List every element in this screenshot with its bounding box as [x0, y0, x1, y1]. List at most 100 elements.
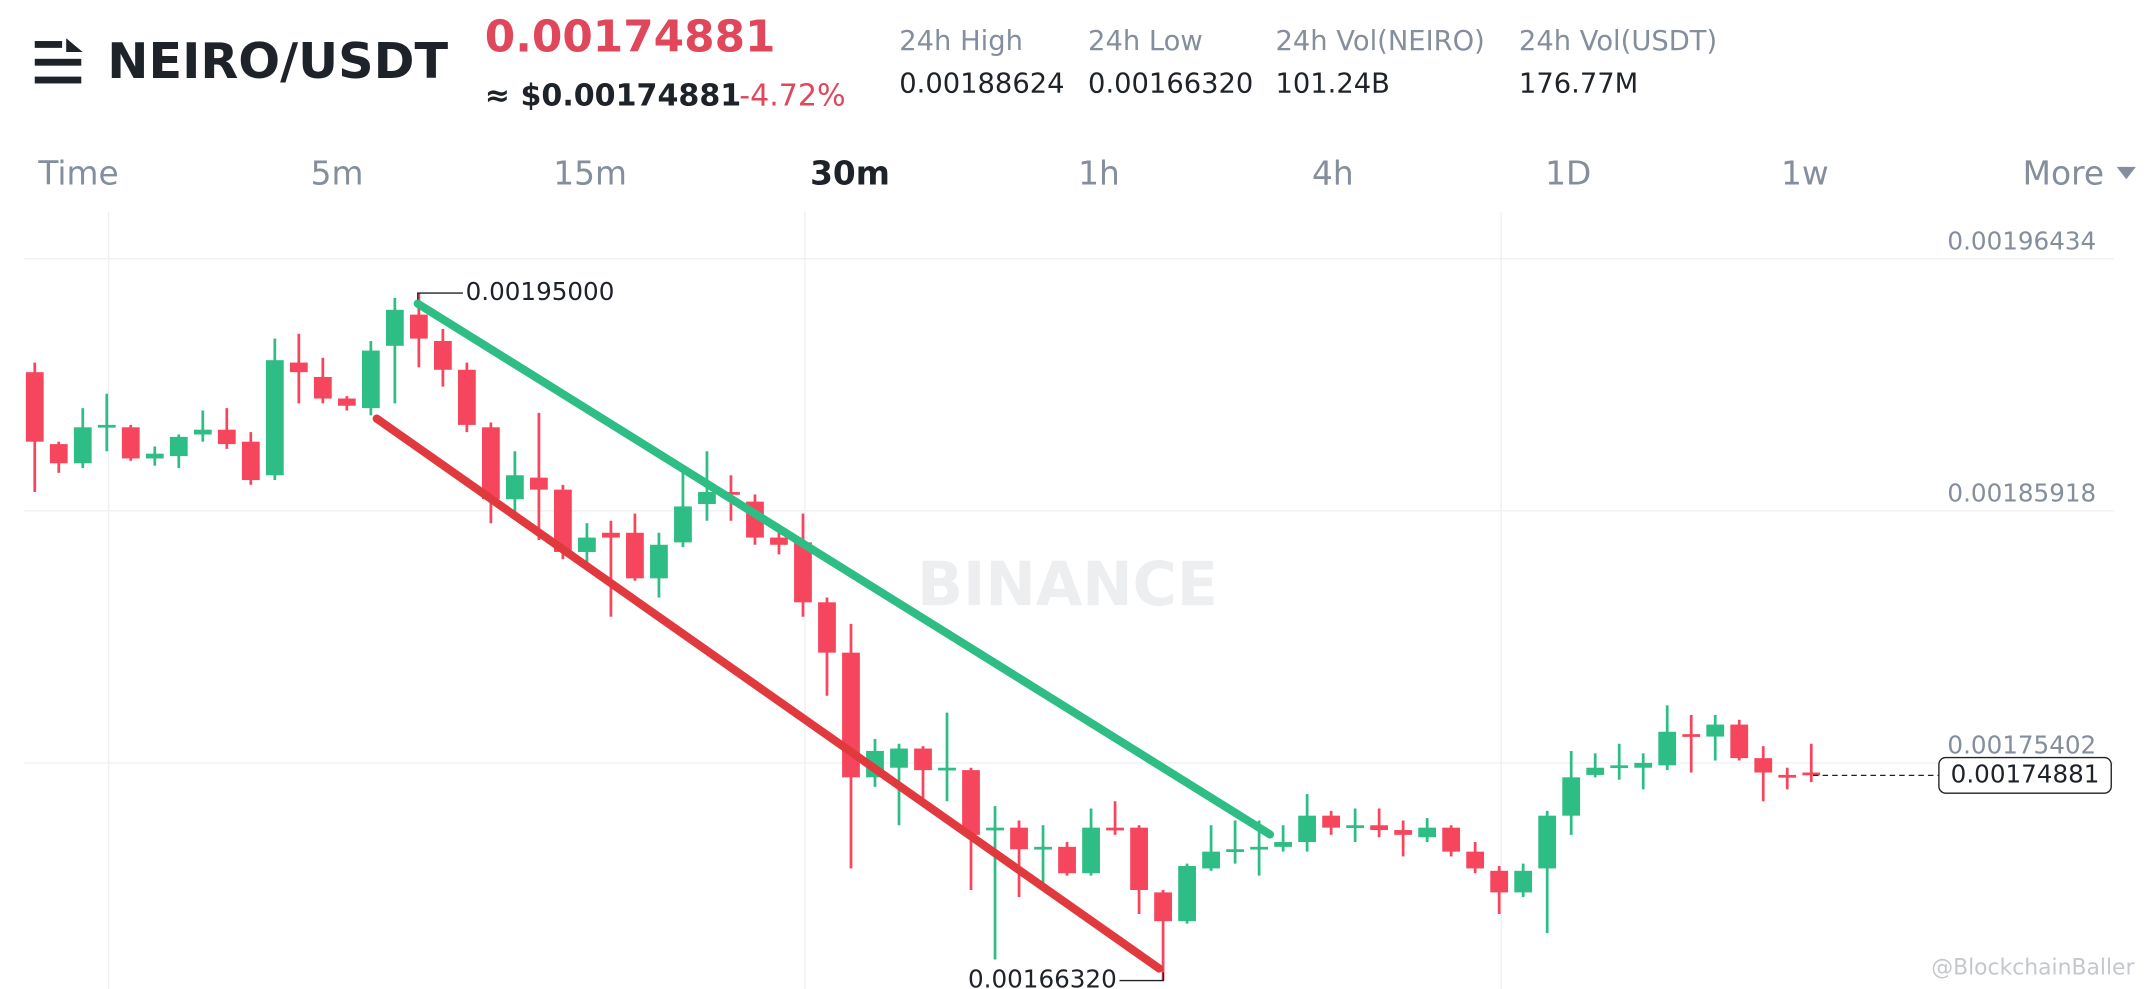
- candle-body: [938, 767, 956, 771]
- candle-body: [265, 360, 284, 476]
- candle-body: [1442, 827, 1461, 852]
- candle-body: [698, 492, 716, 505]
- candle-body: [1754, 758, 1773, 773]
- candle-body: [602, 532, 620, 538]
- candle-body: [1610, 765, 1629, 769]
- candle-body: [554, 489, 572, 552]
- candle-body: [1346, 825, 1365, 828]
- candle-body: [121, 427, 140, 459]
- more-caret: [2116, 166, 2136, 180]
- candle-body: [1178, 866, 1196, 922]
- timeframe-tab[interactable]: 5m: [311, 155, 364, 193]
- candle-body: [1274, 842, 1293, 847]
- y-tick-label: 0.00196434: [1947, 226, 2096, 255]
- menu-bar: [34, 76, 82, 84]
- candle-body: [986, 827, 1004, 831]
- candle-body: [1682, 734, 1701, 737]
- candle-body: [1226, 849, 1244, 852]
- candle-body: [1058, 846, 1076, 874]
- candle-body: [409, 314, 428, 339]
- candle-body: [506, 475, 524, 500]
- pair[interactable]: NEIRO/USDT: [107, 32, 448, 90]
- timeframe-tab[interactable]: 1D: [1545, 155, 1591, 193]
- candle-body: [337, 398, 356, 406]
- candle-body: [217, 429, 236, 445]
- candle-body: [1298, 815, 1317, 843]
- menu-bar: [34, 58, 82, 66]
- candle-body: [457, 369, 476, 425]
- candle-body: [289, 362, 308, 373]
- candle-body: [1250, 846, 1268, 850]
- candle-body: [578, 537, 596, 552]
- candle-body: [914, 748, 932, 771]
- timeframe-tab[interactable]: Time: [37, 155, 118, 193]
- stat-value: 0.00188624: [899, 68, 1064, 99]
- candle-body: [25, 372, 44, 442]
- candle-body: [794, 542, 812, 603]
- stat-value: 176.77M: [1519, 68, 1638, 99]
- stats: 24h High 0.00188624 24h Low 0.00166320 24h V…: [899, 26, 1717, 99]
- stat-label: 24h High: [899, 26, 1023, 57]
- timeframes: Time 5m 15m 30m 1h 4h 1D 1w More: [37, 155, 2136, 193]
- price: 0.00174881: [485, 12, 776, 63]
- timeframe-tab[interactable]: 4h: [1312, 155, 1354, 193]
- candle-body: [1034, 846, 1052, 850]
- candle-body: [1154, 892, 1172, 922]
- menu-icon[interactable]: [34, 38, 83, 84]
- candle-body: [722, 492, 740, 495]
- candle-body: [1658, 731, 1677, 766]
- candle-body: [1010, 827, 1028, 850]
- timeframe-tab[interactable]: 30m: [810, 155, 890, 193]
- menu-bar: [34, 41, 63, 48]
- candle-body: [770, 537, 788, 545]
- timeframe-tab[interactable]: 1w: [1781, 155, 1829, 193]
- stat-label: 24h Vol(USDT): [1519, 26, 1717, 57]
- plot: 0.00175402 0.00185918 0.00196434 0.00195000…: [23, 226, 2114, 989]
- candle-body: [674, 506, 692, 543]
- low-leader: [1119, 972, 1164, 982]
- candle-body: [361, 350, 380, 409]
- y-tick-label: 0.00185918: [1947, 478, 2096, 507]
- trend-line-lower: [372, 414, 1164, 973]
- candle-body: [626, 532, 644, 579]
- candle-body: [1562, 777, 1581, 816]
- candle-body: [1706, 724, 1725, 737]
- candle-body: [1586, 767, 1605, 775]
- candle-body: [1466, 851, 1485, 869]
- candle-body: [145, 453, 164, 459]
- candle-body: [1802, 772, 1821, 776]
- candle-body: [241, 441, 260, 481]
- trend-line-upper: [413, 299, 1275, 839]
- candle-body: [1202, 851, 1220, 869]
- candle-body: [1634, 762, 1653, 768]
- candle-body: [1778, 774, 1797, 778]
- stat-value: 0.00166320: [1088, 68, 1253, 99]
- candle-body: [1514, 870, 1533, 893]
- candle-body: [650, 544, 668, 579]
- timeframe-tab[interactable]: 1h: [1078, 155, 1120, 193]
- y-tick-label: 0.00175402: [1947, 730, 2096, 759]
- timeframe-tab[interactable]: 15m: [553, 155, 627, 193]
- candle-body: [818, 602, 836, 653]
- stat-label: 24h Vol(NEIRO): [1275, 26, 1484, 57]
- high-leader: [417, 292, 463, 302]
- candle-body: [1106, 827, 1124, 831]
- high-label: 0.00195000: [466, 277, 615, 306]
- candle-body: [193, 429, 212, 435]
- credit: @BlockchainBaller: [1931, 955, 2134, 980]
- stat-label: 24h Low: [1088, 26, 1203, 57]
- stat-value: 101.24B: [1275, 68, 1389, 99]
- candle-body: [1418, 827, 1437, 838]
- timeframe-tab[interactable]: More: [2023, 155, 2104, 193]
- candle-body: [49, 444, 68, 464]
- candle-body: [169, 436, 188, 457]
- candle-body: [530, 477, 548, 490]
- candle-body: [1538, 815, 1557, 869]
- candle-body: [313, 376, 332, 399]
- candle-body: [481, 427, 500, 500]
- candle-body: [890, 748, 908, 768]
- candle-body: [385, 309, 404, 346]
- candle-body: [1082, 827, 1100, 874]
